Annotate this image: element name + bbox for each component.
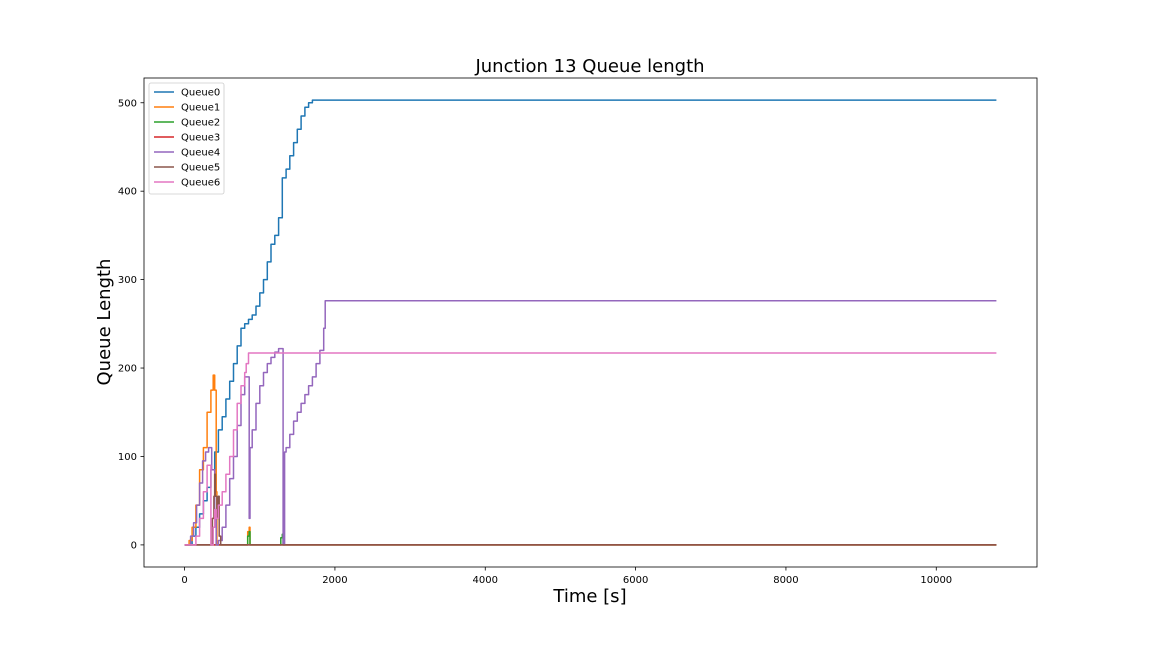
x-tick-label: 2000 (322, 575, 347, 586)
x-tick-label: 8000 (773, 575, 798, 586)
chart-title: Junction 13 Queue length (474, 56, 704, 77)
x-ticks: 0 2000 4000 6000 8000 10000 (181, 567, 952, 586)
y-tick-label: 300 (118, 275, 137, 286)
plot-lines (184, 99, 997, 546)
legend-label: Queue3 (181, 133, 220, 144)
y-tick-label: 400 (118, 187, 137, 198)
x-tick-label: 10000 (920, 575, 952, 586)
legend-label: Queue0 (181, 88, 220, 99)
series-line-queue0 (184, 99, 997, 546)
y-ticks: 0 100 200 300 400 500 (118, 98, 144, 551)
x-tick-label: 4000 (473, 575, 498, 586)
legend-label: Queue6 (181, 178, 220, 189)
legend-label: Queue2 (181, 118, 220, 129)
series-line-queue4 (184, 300, 997, 546)
x-axis-label: Time [s] (552, 586, 626, 607)
series-line-queue5 (184, 473, 997, 546)
x-tick-label: 0 (181, 575, 187, 586)
legend-label: Queue4 (181, 148, 220, 159)
y-tick-label: 100 (118, 452, 137, 463)
y-axis-label: Queue Length (94, 259, 115, 386)
axes-frame (143, 77, 1038, 568)
series-line-queue6 (184, 352, 997, 546)
legend-label: Queue1 (181, 103, 220, 114)
legend-label: Queue5 (181, 163, 220, 174)
legend: Queue0 Queue1 Queue2 Queue3 Queue4 Queue5 Queu… (148, 82, 225, 195)
y-tick-label: 500 (118, 98, 137, 109)
x-tick-label: 6000 (623, 575, 648, 586)
series-line-queue2 (184, 530, 997, 546)
y-tick-label: 0 (131, 540, 137, 551)
series-line-queue1 (184, 374, 997, 546)
y-tick-label: 200 (118, 364, 137, 375)
